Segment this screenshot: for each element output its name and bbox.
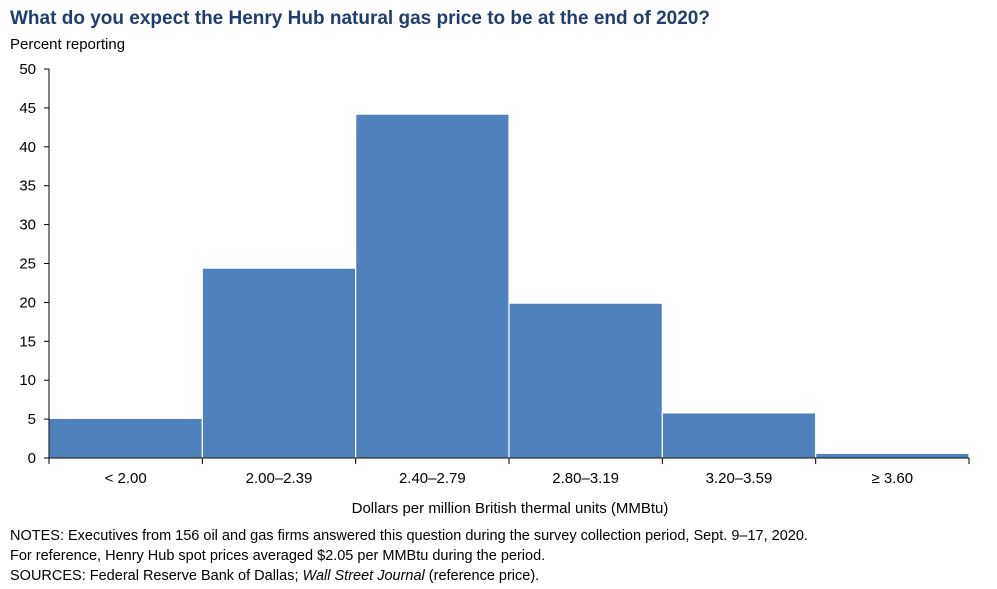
sources-prefix: SOURCES: Federal Reserve Bank of Dallas; <box>10 568 303 584</box>
y-tick-labels: 0 5 10 15 20 25 30 35 40 45 50 <box>19 61 36 467</box>
notes-line-2: For reference, Henry Hub spot prices ave… <box>10 548 546 564</box>
sources-italic: Wall Street Journal <box>302 568 425 584</box>
bar-2 <box>201 267 357 459</box>
y-tick-label: 40 <box>19 139 36 156</box>
sources-line: SOURCES: Federal Reserve Bank of Dallas;… <box>10 566 808 586</box>
chart-title: What do you expect the Henry Hub natural… <box>10 8 710 29</box>
y-axis-label: Percent reporting <box>10 36 126 53</box>
y-tick-label: 10 <box>19 372 36 389</box>
axes-group <box>44 68 970 464</box>
bars-group <box>48 113 970 459</box>
y-tick-label: 0 <box>28 450 36 467</box>
y-tick-label: 15 <box>19 333 36 350</box>
x-tick-label: ≥ 3.60 <box>872 470 914 487</box>
x-axis-label: Dollars per million British thermal unit… <box>352 500 669 517</box>
y-tick-label: 30 <box>19 217 36 234</box>
bar-1 <box>48 417 203 459</box>
y-tick-label: 45 <box>19 100 36 117</box>
x-tick-label: < 2.00 <box>105 470 147 487</box>
notes-line-1: NOTES: Executives from 156 oil and gas f… <box>10 528 808 544</box>
y-tick-label: 25 <box>19 256 36 273</box>
bar-5 <box>661 412 817 459</box>
y-tick-label: 50 <box>19 61 36 78</box>
x-tick-label: 2.80–3.19 <box>552 470 619 487</box>
x-tick-label: 2.40–2.79 <box>399 470 466 487</box>
bar-6 <box>815 452 970 459</box>
y-tick-label: 20 <box>19 294 36 311</box>
bar-4 <box>508 302 663 459</box>
x-tick-label: 2.00–2.39 <box>246 470 313 487</box>
y-tick-label: 35 <box>19 178 36 195</box>
x-tick-labels: < 2.00 2.00–2.39 2.40–2.79 2.80–3.19 3.20–3.… <box>105 470 914 487</box>
notes-block: NOTES: Executives from 156 oil and gas f… <box>10 526 808 586</box>
y-tick-label: 5 <box>28 411 36 428</box>
sources-suffix: (reference price). <box>424 568 540 584</box>
bar-3 <box>355 113 510 459</box>
x-tick-label: 3.20–3.59 <box>706 470 773 487</box>
